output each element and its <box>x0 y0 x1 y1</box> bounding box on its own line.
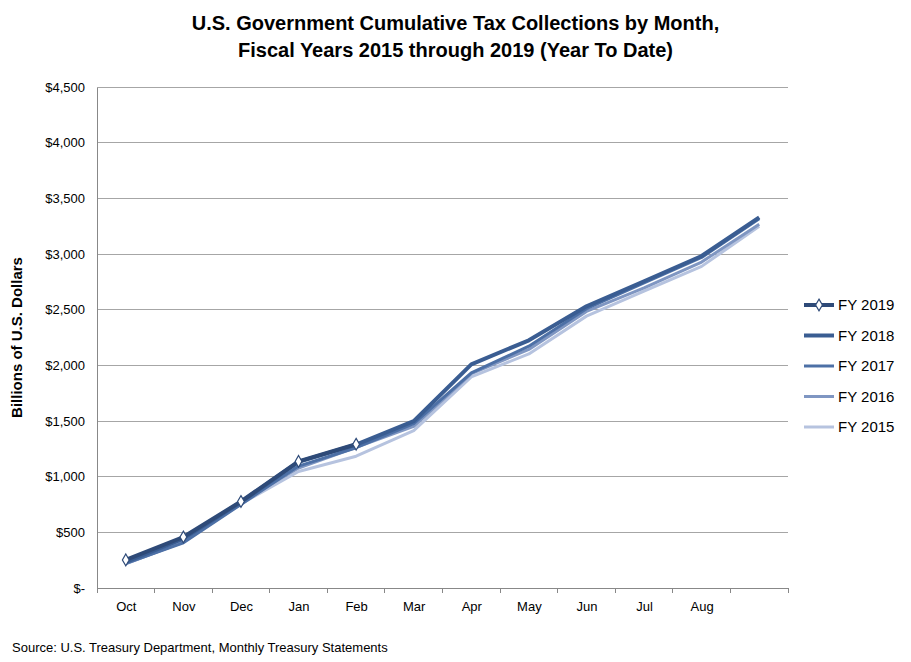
x-axis: Oct Nov Dec Jan Feb Mar Apr May Jun Jul Aug <box>98 588 789 614</box>
x-tick-label: Nov <box>172 599 196 614</box>
series-line <box>126 444 356 560</box>
legend-swatch <box>804 395 834 398</box>
chart: U.S. Government Cumulative Tax Collectio… <box>0 0 911 662</box>
y-tick: $500 <box>56 525 97 540</box>
x-tick: Apr <box>462 588 483 614</box>
x-tick: Nov <box>172 588 196 614</box>
y-axis: $- $500 $1,000 $1,500 $2,000 $2,500 $3,000 $3,5… <box>45 80 97 596</box>
y-tick: $3,500 <box>45 191 97 206</box>
legend-swatch <box>804 334 834 338</box>
x-separator-tick <box>730 588 731 593</box>
x-tick: Mar <box>403 588 426 614</box>
y-tick-label: $1,000 <box>45 469 85 484</box>
y-tick: $- <box>73 581 97 596</box>
y-tick: $3,000 <box>45 247 97 262</box>
x-separator-tick <box>384 588 385 593</box>
legend-swatch <box>804 426 834 429</box>
x-separator-tick <box>500 588 501 593</box>
plot-area <box>122 217 759 565</box>
y-tick-label: $4,000 <box>45 135 85 150</box>
x-tick-label: Mar <box>403 599 426 614</box>
legend-swatch <box>804 365 834 368</box>
x-tick: Jun <box>576 588 597 614</box>
x-separator-tick <box>269 588 270 593</box>
source-note: Source: U.S. Treasury Department, Monthl… <box>12 640 388 655</box>
series-marker <box>295 456 302 468</box>
x-tick: Aug <box>691 588 714 614</box>
y-tick: $1,000 <box>45 469 97 484</box>
x-separator-tick <box>327 588 328 593</box>
x-tick: May <box>517 588 542 614</box>
y-tick: $4,500 <box>45 80 97 95</box>
y-tick-label: $3,000 <box>45 247 85 262</box>
x-separator-tick <box>442 588 443 593</box>
x-tick: Oct <box>116 588 137 614</box>
y-tick-label: $4,500 <box>45 80 85 95</box>
y-tick-label: $500 <box>56 525 85 540</box>
x-tick: Jan <box>289 588 310 614</box>
x-separator-tick <box>212 588 213 593</box>
grid <box>97 87 788 588</box>
series-marker <box>180 531 187 543</box>
grid-line <box>97 365 788 366</box>
x-separator-tick <box>97 588 98 593</box>
grid-line <box>97 198 788 199</box>
series-line <box>126 217 759 561</box>
y-tick: $1,500 <box>45 414 97 429</box>
x-separator-tick <box>672 588 673 593</box>
x-tick: Feb <box>345 588 367 614</box>
y-tick-label: $2,500 <box>45 302 85 317</box>
y-tick: $2,000 <box>45 358 97 373</box>
x-tick: Dec <box>230 588 254 614</box>
grid-line <box>97 142 788 143</box>
series-marker <box>353 438 360 450</box>
legend-label: FY 2015 <box>838 418 894 435</box>
y-tick: $4,000 <box>45 135 97 150</box>
x-tick-label: Oct <box>116 599 137 614</box>
grid-line <box>97 87 788 88</box>
y-tick-label: $2,000 <box>45 358 85 373</box>
x-separator-tick <box>557 588 558 593</box>
legend-label: FY 2017 <box>838 357 894 374</box>
x-separator-tick <box>788 588 789 593</box>
x-tick-label: Jun <box>576 599 597 614</box>
grid-line <box>97 254 788 255</box>
y-tick-label: $3,500 <box>45 191 85 206</box>
x-tick: Jul <box>636 588 653 614</box>
x-separator-tick <box>615 588 616 593</box>
x-tick-label: Feb <box>345 599 367 614</box>
y-axis-line <box>97 88 98 589</box>
legend-label: FY 2016 <box>838 388 894 405</box>
y-tick-label: $1,500 <box>45 414 85 429</box>
legend: FY 2019 FY 2018 FY 2017 FY 2016 FY 2015 <box>804 296 894 435</box>
x-tick-label: Apr <box>462 599 483 614</box>
grid-line <box>97 476 788 477</box>
x-tick-label: Jul <box>636 599 653 614</box>
legend-marker <box>816 299 823 311</box>
x-tick-label: Dec <box>230 599 254 614</box>
x-tick-label: May <box>517 599 542 614</box>
grid-line <box>97 309 788 310</box>
grid-line <box>97 421 788 422</box>
x-tick-label: Aug <box>691 599 714 614</box>
y-axis-title: Billions of U.S. Dollars <box>8 257 25 418</box>
background <box>0 0 911 662</box>
series-marker <box>238 496 245 508</box>
x-separator-tick <box>154 588 155 593</box>
x-tick-label: Jan <box>289 599 310 614</box>
legend-label: FY 2019 <box>838 296 894 313</box>
series-marker <box>122 554 129 566</box>
y-tick: $2,500 <box>45 302 97 317</box>
legend-label: FY 2018 <box>838 327 894 344</box>
y-tick-label: $- <box>73 581 85 596</box>
title: U.S. Government Cumulative Tax Collectio… <box>192 12 719 61</box>
